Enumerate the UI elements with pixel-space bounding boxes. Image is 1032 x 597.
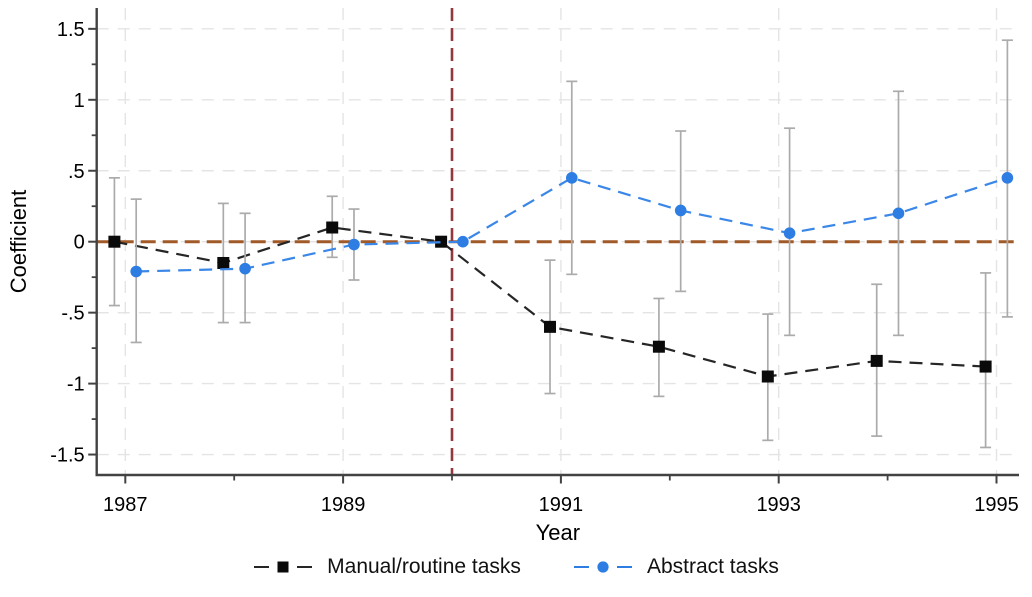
x-tick-label: 1989	[321, 494, 366, 516]
y-tick-label: .5	[68, 161, 85, 183]
y-tick-label: 0	[74, 232, 85, 254]
manual-marker	[761, 370, 774, 383]
manual-marker	[979, 360, 992, 373]
chart-legend: Manual/routine tasks Abstract tasks	[0, 556, 1032, 577]
manual-marker	[217, 256, 230, 269]
abstract-marker	[1001, 172, 1014, 184]
abstract-marker	[783, 227, 796, 239]
y-tick-label: -1.5	[50, 445, 84, 467]
manual-marker	[652, 340, 665, 353]
abstract-series	[130, 39, 1014, 344]
manual-marker	[870, 354, 883, 367]
legend-label-abstract: Abstract tasks	[646, 555, 779, 578]
manual-marker	[108, 235, 121, 248]
abstract-marker	[892, 207, 905, 220]
y-axis-title: Coefficient	[6, 190, 31, 294]
x-tick-label: 1995	[974, 494, 1019, 516]
manual-marker	[435, 235, 448, 248]
y-tick-label: 1	[74, 90, 85, 112]
legend-label-manual: Manual/routine tasks	[327, 555, 521, 578]
x-axis-title: Year	[536, 520, 580, 545]
abstract-marker	[348, 238, 360, 251]
abstract-marker	[239, 262, 251, 275]
legend-item-abstract: Abstract tasks	[573, 556, 779, 577]
y-tick-label: 1.5	[57, 19, 85, 41]
y-tick-label: -.5	[61, 303, 84, 325]
x-tick-label: 1993	[756, 494, 801, 516]
manual-series-key-icon	[254, 561, 313, 572]
abstract-marker	[674, 204, 687, 217]
manual-series	[108, 176, 992, 449]
x-tick-label: 1991	[539, 494, 584, 516]
legend-item-manual: Manual/routine tasks	[253, 556, 521, 577]
y-tick-label: -1	[67, 374, 85, 396]
abstract-marker	[130, 265, 142, 278]
manual-marker	[326, 221, 339, 234]
abstract-series-key-icon	[573, 560, 632, 573]
x-tick-label: 1987	[103, 494, 148, 516]
manual-marker	[544, 320, 557, 333]
abstract-marker	[457, 235, 469, 248]
abstract-marker	[565, 172, 578, 184]
